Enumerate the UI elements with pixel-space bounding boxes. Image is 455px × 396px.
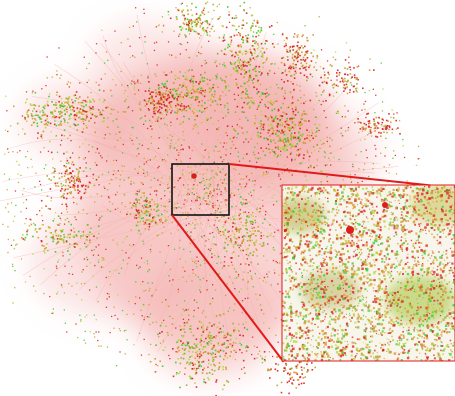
zoom-connector-top: [228, 163, 455, 189]
zoom-inset-nodes: [282, 185, 455, 361]
zoom-inset: [281, 184, 455, 362]
zoom-connector-bottom: [171, 214, 284, 362]
zoom-selection-box: [171, 163, 230, 216]
zoom-inset-border: [281, 184, 455, 362]
